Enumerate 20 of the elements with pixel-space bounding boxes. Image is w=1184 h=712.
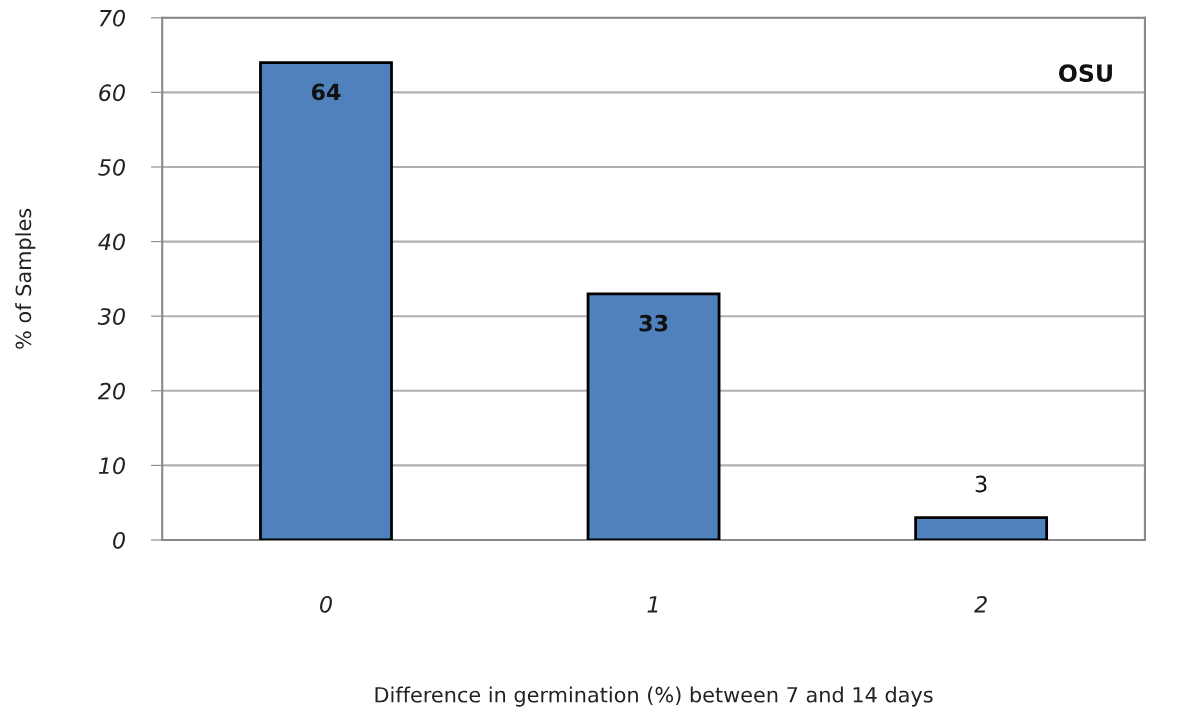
bar <box>586 292 721 540</box>
x-tick-label: 2 <box>974 595 987 613</box>
data-label: 33 <box>639 314 668 332</box>
y-tick-label: 20 <box>97 382 125 400</box>
bar <box>259 61 393 540</box>
x-tick-label: 1 <box>647 596 658 613</box>
y-tick-label: 0 <box>113 531 125 549</box>
y-tick-label: 60 <box>99 84 125 102</box>
y-tick-label: 40 <box>98 233 125 251</box>
x-tick-label: 0 <box>320 595 332 613</box>
bar <box>914 516 1049 540</box>
x-axis-title: Difference in germination (%) between 7 and 14 days <box>375 686 933 707</box>
y-tick-label: 70 <box>99 9 125 27</box>
annotation: OSU <box>1059 64 1112 83</box>
y-tick-label: 50 <box>98 158 125 176</box>
data-label: 3 <box>975 475 987 493</box>
y-tick-label: 30 <box>97 308 125 325</box>
y-axis-title: % of Samples <box>15 208 36 349</box>
y-tick-label: 10 <box>98 457 125 475</box>
data-label: 64 <box>311 83 341 101</box>
